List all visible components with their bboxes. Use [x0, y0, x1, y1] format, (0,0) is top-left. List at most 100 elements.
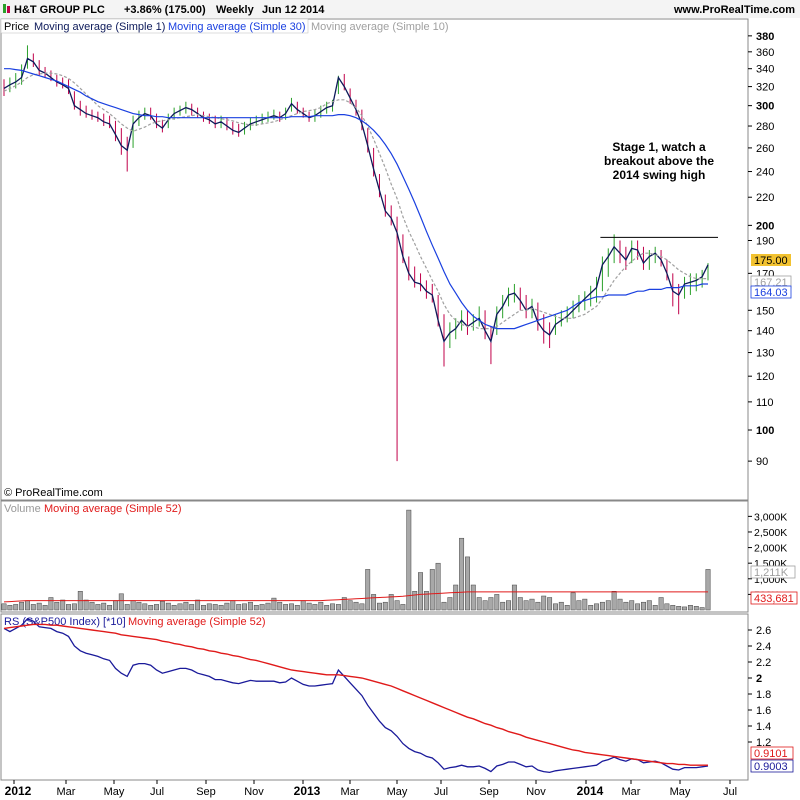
volume-bar	[36, 602, 42, 611]
price-tick-label: 100	[756, 425, 774, 437]
price-tick-label: 340	[756, 64, 774, 76]
legend-rs-ma: Moving average (Simple 52)	[128, 616, 266, 628]
volume-bar	[277, 601, 283, 611]
volume-bar	[365, 569, 371, 611]
volume-bar	[230, 600, 236, 611]
volume-bar	[494, 594, 500, 611]
volume-bar	[324, 605, 330, 611]
volume-bar	[641, 601, 646, 611]
volume-bar	[294, 605, 300, 611]
volume-bar	[347, 600, 353, 611]
x-tick-label: Jul	[434, 786, 448, 798]
price-tick-label: 150	[756, 305, 774, 317]
x-tick-label: Jul	[723, 786, 737, 798]
volume-bar	[212, 604, 218, 611]
volume-bar	[382, 601, 388, 611]
volume-bar	[189, 604, 195, 611]
annotation: Stage 1, watch a breakout above the 2014…	[604, 140, 714, 182]
volume-bar	[54, 601, 60, 611]
x-tick-label: Jul	[150, 786, 164, 798]
site-url[interactable]: www.ProRealTime.com	[673, 4, 795, 16]
copyright: © ProRealTime.com	[4, 487, 103, 499]
rs-tick-label: 1.6	[756, 705, 771, 717]
volume-bar	[130, 600, 136, 611]
volume-bar	[547, 597, 553, 611]
volume-bar	[623, 601, 629, 611]
volume-plot	[1, 509, 711, 611]
volume-bar	[658, 597, 664, 611]
price-tick-label: 320	[756, 82, 774, 94]
rs-line	[3, 618, 709, 774]
volume-bar	[148, 605, 154, 611]
volume-badges: 1,211K 433,681	[750, 565, 798, 605]
volume-bar	[247, 601, 253, 611]
x-tick-label: May	[387, 786, 408, 798]
volume-bar	[265, 602, 271, 611]
price-tick-label: 140	[756, 326, 774, 338]
volume-bar	[242, 603, 247, 611]
volume-bar	[136, 601, 142, 611]
volume-bar	[388, 594, 394, 611]
x-tick-label: 2014	[577, 784, 604, 798]
volume-bar	[306, 602, 312, 611]
volume-bar	[283, 604, 289, 611]
badge-rs-last-text: 0.9003	[754, 761, 788, 773]
volume-bar	[107, 605, 113, 611]
volume-bar	[541, 595, 547, 611]
volume-bar	[30, 604, 36, 611]
price-panel	[0, 18, 749, 501]
volume-tick-label: 3,000K	[754, 511, 787, 523]
volume-bar	[48, 597, 54, 611]
price-badges: 175.00 167.21 164.03	[750, 254, 792, 299]
volume-bar	[159, 601, 165, 611]
volume-bar	[300, 600, 306, 611]
x-tick-label: 2013	[294, 784, 321, 798]
volume-bar	[206, 603, 212, 611]
volume-bar	[699, 607, 705, 611]
price-change: +3.86% (175.00)	[124, 4, 206, 16]
badge-price-last-text: 175.00	[754, 255, 788, 267]
date-label: Jun 12 2014	[262, 4, 325, 16]
chart-logo-icon	[3, 4, 6, 13]
volume-bar	[124, 604, 130, 611]
ma30-line	[4, 68, 708, 330]
volume-bar	[576, 600, 582, 611]
volume-bar	[259, 604, 265, 611]
ma1-line	[3, 57, 709, 344]
volume-bar	[453, 584, 459, 611]
volume-bar	[154, 604, 159, 611]
volume-bar	[318, 601, 324, 611]
volume-bar	[183, 601, 189, 611]
price-tick-label: 380	[756, 31, 774, 43]
volume-bar	[66, 604, 71, 611]
volume-bar	[335, 604, 341, 611]
rs-ma-line	[3, 623, 708, 766]
volume-bar	[646, 600, 652, 611]
volume-bar	[523, 600, 529, 611]
rs-plot	[3, 618, 709, 774]
volume-bar	[353, 601, 359, 611]
badge-rs-ma	[750, 746, 794, 760]
rs-tick-label: 2	[756, 673, 762, 685]
volume-bar	[429, 569, 435, 611]
volume-bar	[617, 598, 623, 611]
price-tick-label: 120	[756, 371, 774, 383]
legend-ma30: Moving average (Simple 30)	[168, 21, 306, 33]
volume-bar	[705, 569, 711, 611]
price-tick-label: 240	[756, 167, 774, 179]
volume-bar	[605, 600, 611, 611]
volume-bar	[687, 605, 693, 611]
volume-bar	[670, 605, 676, 611]
volume-bar	[599, 601, 605, 611]
legend-volume: Volume	[4, 503, 41, 515]
period-label: Weekly	[216, 4, 255, 16]
volume-bar	[476, 597, 482, 611]
price-tick-label: 260	[756, 143, 774, 155]
volume-bar	[60, 599, 66, 611]
volume-bar	[594, 603, 599, 611]
badge-rs-ma-text: 0.9101	[754, 748, 788, 760]
volume-bar	[371, 594, 377, 611]
price-tick-label: 130	[756, 348, 774, 360]
volume-panel	[0, 500, 749, 613]
volume-bar	[400, 604, 406, 611]
